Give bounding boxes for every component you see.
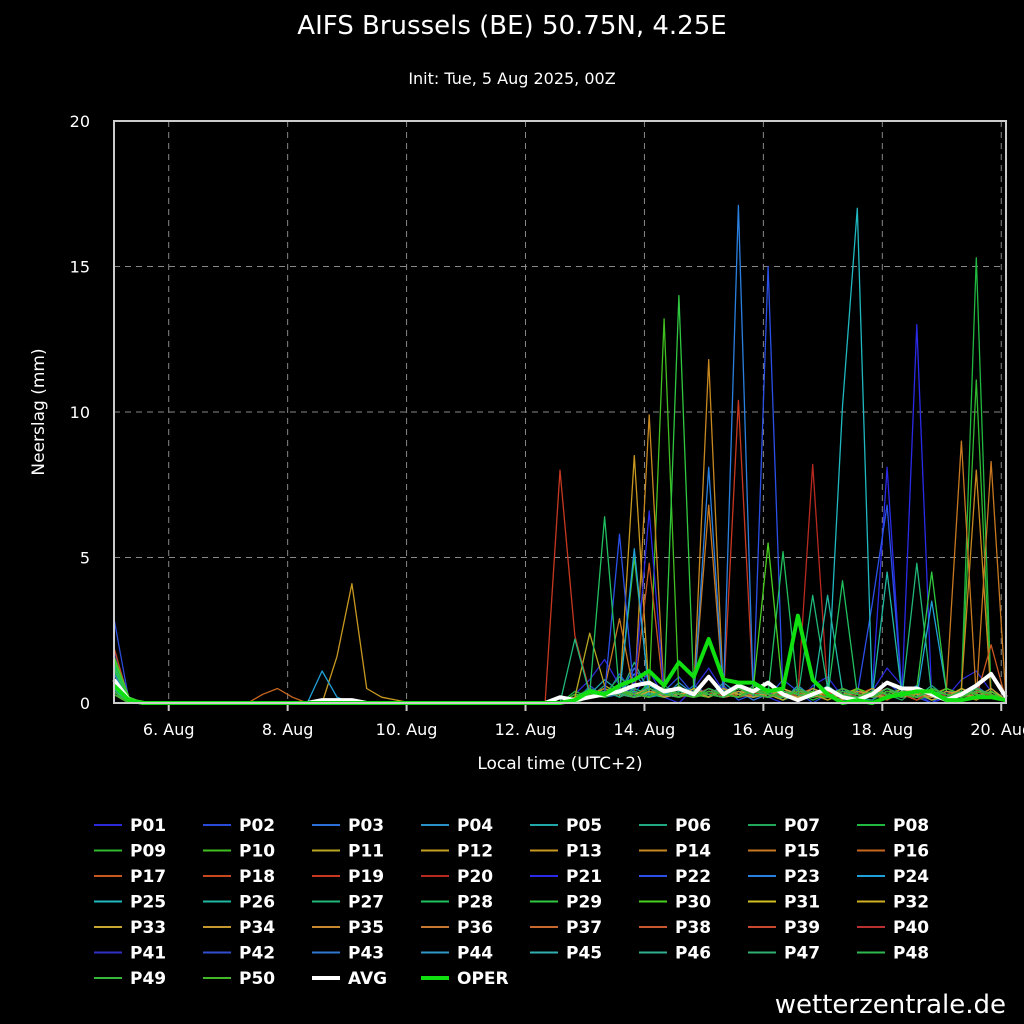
- series-line-p22: [113, 265, 1007, 704]
- legend-label: P34: [239, 918, 275, 938]
- series-line-p21: [113, 324, 1007, 704]
- legend-label: P31: [784, 893, 820, 913]
- x-tick-label: 20. Aug: [970, 720, 1024, 739]
- legend-label: P47: [784, 944, 820, 964]
- legend-label: P11: [348, 842, 384, 862]
- plot-frame: [113, 120, 1007, 704]
- legend-label: P13: [566, 842, 602, 862]
- legend-label: P27: [348, 893, 384, 913]
- legend-label: P38: [675, 918, 711, 938]
- legend-label: P45: [566, 944, 602, 964]
- legend-label: P25: [130, 893, 166, 913]
- legend-label: P01: [130, 816, 166, 836]
- legend: P01 P02 P03 P04 P05 P06 P07 P08 P09 P10 P11 P12 P13 P…: [94, 816, 929, 989]
- legend-label: P20: [457, 867, 493, 887]
- legend-label: P36: [457, 918, 493, 938]
- x-tick-label: 18. Aug: [851, 720, 913, 739]
- x-axis-ticks: 6. Aug 8. Aug 10. Aug 12. Aug 14. Aug 16. Aug…: [143, 703, 1024, 739]
- legend-label: P23: [784, 867, 820, 887]
- x-tick-label: 6. Aug: [143, 720, 195, 739]
- x-tick-label: 14. Aug: [614, 720, 676, 739]
- series-line-p08: [113, 257, 1007, 704]
- legend-label: P12: [457, 842, 493, 862]
- legend-label: P40: [893, 918, 929, 938]
- legend-label: P06: [675, 816, 711, 836]
- x-tick-label: 10. Aug: [376, 720, 438, 739]
- series-line-p25: [113, 207, 1007, 704]
- grid: [114, 121, 1006, 703]
- legend-label: P44: [457, 944, 493, 964]
- legend-label: P28: [457, 893, 493, 913]
- legend-label: P26: [239, 893, 275, 913]
- series-line-p29: [113, 294, 1007, 704]
- legend-label: P05: [566, 816, 602, 836]
- legend-label: P29: [566, 893, 602, 913]
- legend-label: P42: [239, 944, 275, 964]
- legend-label: P04: [457, 816, 493, 836]
- series-line-p19: [113, 399, 1007, 704]
- y-tick-label: 15: [70, 258, 90, 277]
- legend-label: P10: [239, 842, 275, 862]
- y-tick-label: 0: [80, 694, 90, 713]
- legend-label: P22: [675, 867, 711, 887]
- legend-label: P41: [130, 944, 166, 964]
- legend-label: OPER: [457, 969, 509, 989]
- x-tick-label: 8. Aug: [262, 720, 314, 739]
- series-line-p09: [113, 379, 1007, 704]
- y-axis-label: Neerslag (mm): [29, 348, 49, 475]
- series-line-p10: [113, 318, 1007, 704]
- legend-label: P19: [348, 867, 384, 887]
- chart-subtitle: Init: Tue, 5 Aug 2025, 00Z: [408, 69, 615, 88]
- x-tick-label: 16. Aug: [732, 720, 794, 739]
- legend-label: P46: [675, 944, 711, 964]
- y-tick-label: 20: [70, 112, 90, 131]
- series-line-p13: [113, 454, 1007, 704]
- series-lines: [112, 204, 1008, 705]
- y-axis-ticks: 0 5 10 15 20: [70, 112, 90, 713]
- legend-label: P48: [893, 944, 929, 964]
- legend-label: P16: [893, 842, 929, 862]
- legend-label: P15: [784, 842, 820, 862]
- legend-label: P49: [130, 969, 166, 989]
- legend-label: P07: [784, 816, 820, 836]
- legend-label: P02: [239, 816, 275, 836]
- credit-text: wetterzentrale.de: [775, 990, 1006, 1020]
- series-line-p23: [113, 204, 1007, 704]
- legend-label: P08: [893, 816, 929, 836]
- legend-label: P43: [348, 944, 384, 964]
- legend-label: P03: [348, 816, 384, 836]
- y-tick-label: 5: [80, 549, 90, 568]
- series-line-p15: [113, 440, 1007, 704]
- legend-label: P21: [566, 867, 602, 887]
- legend-label: P24: [893, 867, 929, 887]
- legend-label: P35: [348, 918, 384, 938]
- legend-label: P14: [675, 842, 711, 862]
- series-line-p14: [113, 358, 1007, 704]
- y-tick-label: 10: [70, 403, 90, 422]
- legend-label: P30: [675, 893, 711, 913]
- legend-label: P39: [784, 918, 820, 938]
- legend-label: AVG: [348, 969, 387, 989]
- series-line-p20: [113, 463, 1007, 704]
- legend-label: P09: [130, 842, 166, 862]
- legend-label: P37: [566, 918, 602, 938]
- legend-label: P50: [239, 969, 275, 989]
- chart-title: AIFS Brussels (BE) 50.75N, 4.25E: [297, 11, 726, 41]
- x-axis-label: Local time (UTC+2): [477, 754, 642, 774]
- x-tick-label: 12. Aug: [495, 720, 557, 739]
- legend-label: P18: [239, 867, 275, 887]
- legend-label: P17: [130, 867, 166, 887]
- legend-label: P32: [893, 893, 929, 913]
- legend-label: P33: [130, 918, 166, 938]
